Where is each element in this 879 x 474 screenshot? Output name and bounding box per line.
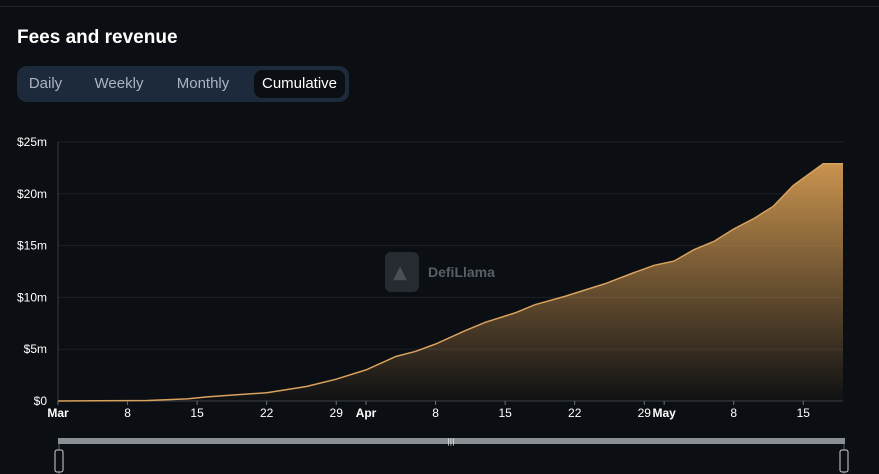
range-slider[interactable]: ||| bbox=[54, 438, 849, 474]
x-tick-label: 22 bbox=[568, 406, 582, 420]
x-tick-label: May bbox=[652, 406, 676, 420]
series-area bbox=[58, 163, 843, 401]
tab-cumulative[interactable]: Cumulative bbox=[254, 70, 345, 98]
x-tick-label: 15 bbox=[498, 406, 512, 420]
x-tick-label: Apr bbox=[356, 406, 377, 420]
y-tick-label: $15m bbox=[17, 239, 47, 253]
timeframe-tabs: Daily Weekly Monthly Cumulative bbox=[17, 66, 349, 102]
y-tick-label: $25m bbox=[17, 135, 47, 149]
x-tick-label: Mar bbox=[47, 406, 69, 420]
x-tick-label: 15 bbox=[190, 406, 204, 420]
watermark: ▲ DefiLlama bbox=[385, 252, 495, 292]
llama-glyph: ▲ bbox=[393, 262, 407, 283]
x-tick-label: 22 bbox=[260, 406, 274, 420]
range-slider-right-handle[interactable] bbox=[839, 449, 849, 473]
chart-title: Fees and revenue bbox=[17, 27, 178, 48]
series-line bbox=[57, 163, 843, 402]
range-slider-track[interactable] bbox=[58, 438, 845, 444]
range-slider-left-handle[interactable] bbox=[54, 449, 64, 473]
top-divider bbox=[0, 6, 879, 7]
x-tick-label: 29 bbox=[638, 406, 652, 420]
y-axis: $0 $5m $10m $15m $20m $25m bbox=[17, 135, 47, 408]
y-tick-label: $10m bbox=[17, 290, 47, 304]
x-tick-label: 8 bbox=[124, 406, 131, 420]
tab-daily[interactable]: Daily bbox=[28, 75, 63, 92]
tab-weekly[interactable]: Weekly bbox=[94, 75, 144, 92]
x-axis: Mar 8 15 22 29 Apr 8 15 22 29 May 8 15 bbox=[47, 401, 810, 420]
range-slider-grip-icon[interactable]: ||| bbox=[447, 438, 454, 446]
tab-monthly[interactable]: Monthly bbox=[176, 75, 230, 92]
watermark-text: DefiLlama bbox=[428, 264, 495, 280]
y-tick-label: $20m bbox=[17, 187, 47, 201]
x-tick-label: 8 bbox=[730, 406, 737, 420]
x-tick-label: 8 bbox=[432, 406, 439, 420]
llama-logo-icon bbox=[385, 252, 419, 292]
x-tick-label: 29 bbox=[330, 406, 344, 420]
y-tick-label: $0 bbox=[34, 394, 48, 408]
x-tick-label: 15 bbox=[797, 406, 811, 420]
y-tick-label: $5m bbox=[24, 342, 47, 356]
